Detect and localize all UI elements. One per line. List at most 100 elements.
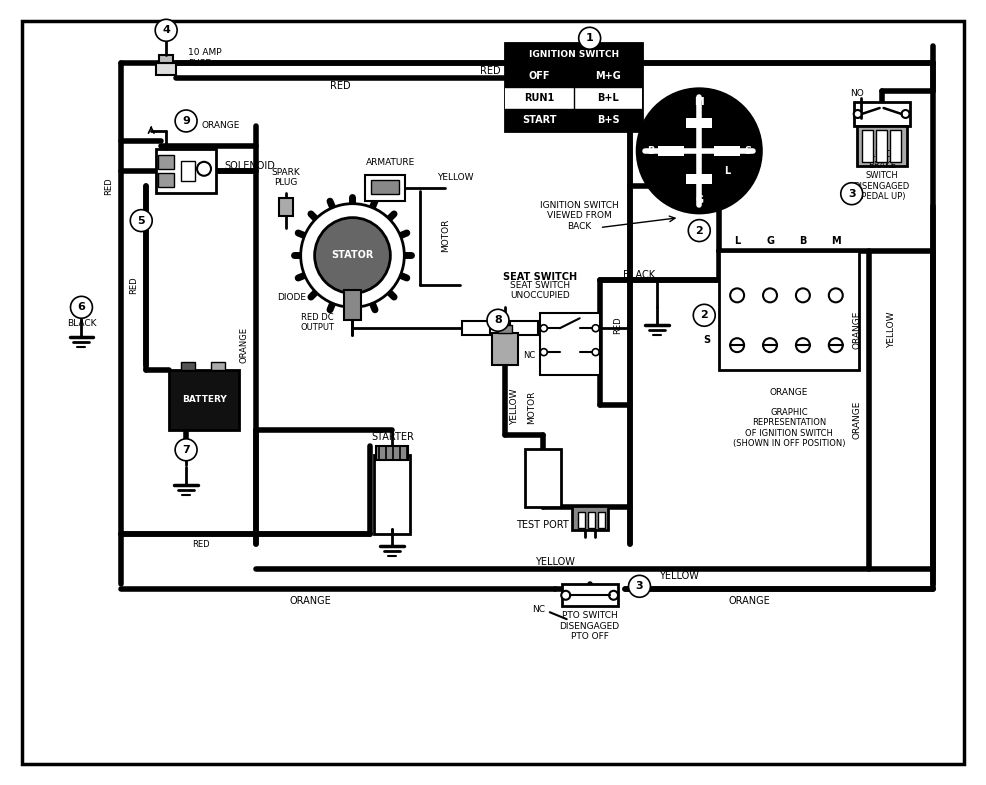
Circle shape (609, 591, 618, 600)
Bar (159, 55, 174, 63)
Circle shape (561, 591, 570, 600)
Text: B+L: B+L (598, 93, 619, 103)
Text: ORANGE: ORANGE (290, 597, 331, 606)
Bar (498, 325, 512, 333)
Bar (539, 313, 599, 375)
Text: RED: RED (129, 276, 138, 294)
Circle shape (197, 162, 211, 176)
Text: S: S (704, 335, 711, 345)
Bar (857, 126, 906, 166)
Text: MOTOR: MOTOR (441, 219, 450, 252)
Circle shape (841, 183, 863, 205)
Text: M+G: M+G (596, 71, 621, 81)
Circle shape (854, 110, 862, 118)
Text: RED: RED (192, 540, 210, 549)
Bar (158, 173, 175, 187)
Bar (156, 149, 216, 192)
Text: YELLOW: YELLOW (511, 389, 520, 425)
Text: L: L (724, 166, 731, 176)
Text: 2: 2 (700, 310, 708, 320)
Text: G: G (695, 195, 703, 205)
Bar (505, 43, 643, 65)
Text: ORANGE: ORANGE (729, 597, 770, 606)
Circle shape (301, 203, 404, 307)
Circle shape (796, 288, 810, 302)
Text: RED: RED (330, 81, 351, 91)
Text: RED DC
OUTPUT: RED DC OUTPUT (301, 312, 334, 332)
Text: CLUTCH
BRAKE
SWITCH
DISENGAGED
(PEDAL UP): CLUTCH BRAKE SWITCH DISENGAGED (PEDAL UP… (854, 151, 910, 201)
Text: YELLOW: YELLOW (437, 173, 473, 182)
Circle shape (176, 439, 197, 461)
Text: SPARK
PLUG: SPARK PLUG (271, 168, 300, 188)
Bar (525, 449, 561, 506)
Text: NO: NO (850, 89, 864, 97)
Text: TEST PORT: TEST PORT (517, 520, 569, 530)
Circle shape (763, 288, 777, 302)
Bar (505, 43, 643, 131)
Circle shape (693, 305, 715, 327)
Text: SEAT SWITCH: SEAT SWITCH (503, 272, 577, 283)
Text: 4: 4 (163, 25, 171, 35)
Bar (862, 130, 873, 162)
Text: M: M (694, 97, 704, 107)
Bar (505, 87, 643, 109)
Bar (686, 118, 712, 128)
Text: RED: RED (104, 177, 112, 195)
Bar (510, 321, 537, 335)
Text: B: B (800, 236, 807, 246)
Text: ORANGE: ORANGE (852, 311, 861, 349)
Bar (156, 63, 176, 75)
Bar (372, 180, 399, 194)
Text: NO: NO (523, 327, 535, 337)
Bar (505, 65, 643, 87)
Text: 9: 9 (182, 116, 190, 126)
Text: BLACK: BLACK (67, 319, 97, 328)
Bar (181, 161, 195, 181)
Text: IGNITION SWITCH
VIEWED FROM
BACK: IGNITION SWITCH VIEWED FROM BACK (540, 201, 619, 231)
Text: 5: 5 (137, 216, 145, 225)
Circle shape (593, 325, 599, 332)
Bar (279, 198, 293, 216)
Bar (572, 506, 607, 530)
Circle shape (315, 217, 390, 294)
Text: IGNITION SWITCH: IGNITION SWITCH (528, 49, 619, 59)
Circle shape (638, 89, 761, 213)
Text: 2: 2 (695, 225, 703, 236)
Bar (505, 109, 643, 131)
Text: RED: RED (613, 316, 622, 334)
Bar (876, 130, 886, 162)
Bar (492, 333, 518, 365)
Text: L: L (734, 236, 740, 246)
Text: G: G (766, 236, 774, 246)
Circle shape (731, 288, 744, 302)
Text: SOLENOID: SOLENOID (224, 161, 275, 171)
Circle shape (628, 575, 651, 597)
Circle shape (796, 338, 810, 352)
Text: ORANGE: ORANGE (202, 122, 241, 130)
Circle shape (579, 27, 600, 49)
Circle shape (829, 288, 843, 302)
Text: RED: RED (194, 396, 203, 414)
Text: YELLOW: YELLOW (660, 571, 699, 582)
Bar (659, 146, 684, 156)
Bar (462, 321, 490, 335)
Text: ARMATURE: ARMATURE (366, 159, 415, 167)
Text: GRAPHIC
REPRESENTATION
OF IGNITION SWITCH
(SHOWN IN OFF POSITION): GRAPHIC REPRESENTATION OF IGNITION SWITC… (733, 407, 845, 448)
Bar (588, 512, 595, 528)
Circle shape (71, 297, 93, 318)
Circle shape (593, 349, 599, 356)
Bar (714, 146, 740, 156)
Text: YELLOW: YELLOW (534, 557, 575, 568)
Text: YELLOW: YELLOW (887, 312, 896, 349)
Bar (366, 175, 405, 201)
Circle shape (763, 338, 777, 352)
Text: BLACK: BLACK (623, 270, 656, 280)
Circle shape (540, 349, 547, 356)
Circle shape (155, 20, 177, 42)
Bar (377, 446, 408, 460)
Bar (889, 130, 900, 162)
Text: B+S: B+S (597, 115, 619, 125)
Text: NC: NC (524, 351, 535, 360)
Text: S: S (744, 146, 751, 156)
Circle shape (176, 110, 197, 132)
